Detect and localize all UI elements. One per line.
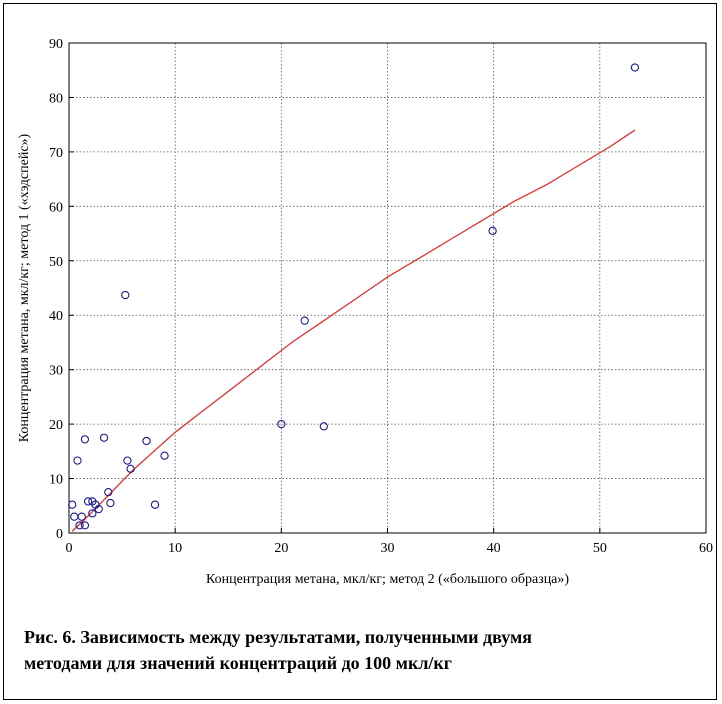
data-point [319, 422, 328, 431]
y-tick-label: 70 [49, 146, 63, 161]
data-point [277, 419, 286, 429]
data-point [80, 521, 90, 530]
x-tick-label: 0 [66, 541, 73, 556]
y-tick-labels: 0 10 20 30 40 50 60 70 80 90 [49, 37, 63, 542]
data-point [94, 504, 103, 514]
x-tick-label: 50 [593, 541, 607, 556]
x-tick-label: 60 [699, 541, 713, 556]
data-point [106, 498, 115, 508]
y-tick-label: 80 [49, 91, 63, 106]
data-point [80, 435, 90, 444]
y-tick-label: 30 [49, 364, 63, 379]
y-tick-label: 90 [49, 37, 63, 52]
caption-line-1: Рис. 6. Зависимость между результатами, … [24, 627, 532, 647]
data-points [68, 63, 640, 530]
data-point [126, 464, 135, 473]
data-point [142, 436, 151, 446]
data-point [70, 512, 79, 521]
x-axis-title: Концентрация метана, мкл/кг; метод 2 («б… [206, 572, 569, 587]
y-tick-label: 10 [49, 473, 63, 488]
data-point [300, 316, 309, 325]
data-point [77, 512, 86, 521]
x-tick-label: 30 [381, 541, 395, 556]
data-point [630, 63, 640, 72]
data-point [99, 433, 109, 442]
data-point [75, 521, 84, 530]
data-point [68, 500, 77, 509]
figure-caption: Рис. 6. Зависимость между результатами, … [24, 624, 684, 676]
data-point [160, 451, 169, 460]
data-point [88, 509, 97, 518]
data-point [104, 488, 113, 497]
x-tick-label: 10 [168, 541, 182, 556]
data-point [488, 226, 497, 235]
data-point [83, 497, 93, 506]
figure-frame [3, 3, 717, 700]
caption-line-2: методами для значений концентраций до 10… [24, 653, 452, 673]
x-tick-label: 40 [487, 541, 501, 556]
data-point [123, 456, 132, 465]
y-tick-label: 60 [49, 200, 63, 215]
data-point [121, 290, 130, 300]
data-point [73, 456, 82, 465]
data-point [150, 500, 160, 509]
fit-line [71, 129, 636, 532]
scatter-chart: 0 10 20 30 40 50 60 0 10 20 30 40 50 60 70 80 90 Концен… [17, 37, 714, 587]
y-tick-label: 0 [56, 527, 63, 542]
y-tick-label: 20 [49, 418, 63, 433]
grid-layer [69, 43, 706, 533]
ticks-layer [68, 42, 707, 534]
x-tick-labels: 0 10 20 30 40 50 60 [66, 541, 714, 556]
y-axis-title: Концентрация метана, мкл/кг; метод 1 («х… [17, 133, 32, 442]
x-tick-label: 20 [274, 541, 288, 556]
y-tick-label: 50 [49, 255, 63, 270]
y-tick-label: 40 [49, 309, 63, 324]
